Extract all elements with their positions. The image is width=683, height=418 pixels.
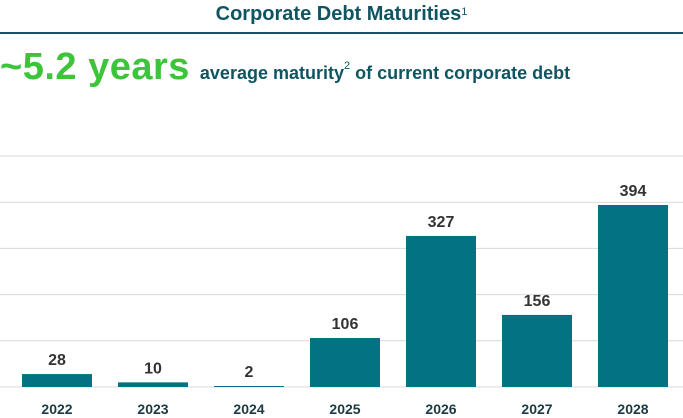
caption-post: of current corporate debt — [355, 63, 571, 83]
category-label-2026: 2026 — [425, 401, 456, 417]
highlight-line: ~5.2 years average maturity2 of current … — [0, 46, 570, 102]
category-labels: 2022 2023 2024 2025 2026 2027 2028 — [41, 401, 648, 417]
category-label-2028: 2028 — [617, 401, 648, 417]
bars — [22, 204, 668, 387]
caption-footnote: 2 — [343, 60, 351, 72]
category-label-2024: 2024 — [233, 401, 264, 417]
value-label-2025: 106 — [332, 316, 359, 333]
bar-2022 — [22, 374, 92, 387]
bar-2027 — [502, 314, 572, 387]
bar-2025 — [310, 338, 380, 387]
chart-title-text: Corporate Debt Maturities — [215, 3, 462, 25]
value-label-2026: 327 — [428, 214, 455, 231]
average-maturity-value: ~5.2 years — [0, 46, 190, 88]
value-label-2024: 2 — [245, 364, 254, 381]
category-label-2027: 2027 — [521, 401, 552, 417]
caption-pre: average maturity — [199, 63, 344, 83]
average-maturity-caption: average maturity2 of current corporate d… — [199, 60, 571, 84]
bar-2028 — [598, 204, 668, 387]
value-label-2022: 28 — [48, 352, 66, 369]
category-label-2022: 2022 — [41, 401, 72, 417]
chart-title: Corporate Debt Maturities1 — [0, 0, 683, 28]
value-label-2023: 10 — [144, 360, 162, 377]
header-divider — [0, 32, 683, 34]
category-label-2023: 2023 — [137, 401, 168, 417]
title-footnote: 1 — [461, 6, 468, 18]
category-label-2025: 2025 — [329, 401, 360, 417]
value-label-2028: 394 — [620, 183, 647, 200]
value-labels: 28 10 2 106 327 156 394 — [48, 183, 646, 381]
bar-2024 — [214, 386, 284, 387]
bar-2023 — [118, 382, 188, 387]
value-label-2027: 156 — [524, 293, 551, 310]
bar-2026 — [406, 235, 476, 387]
